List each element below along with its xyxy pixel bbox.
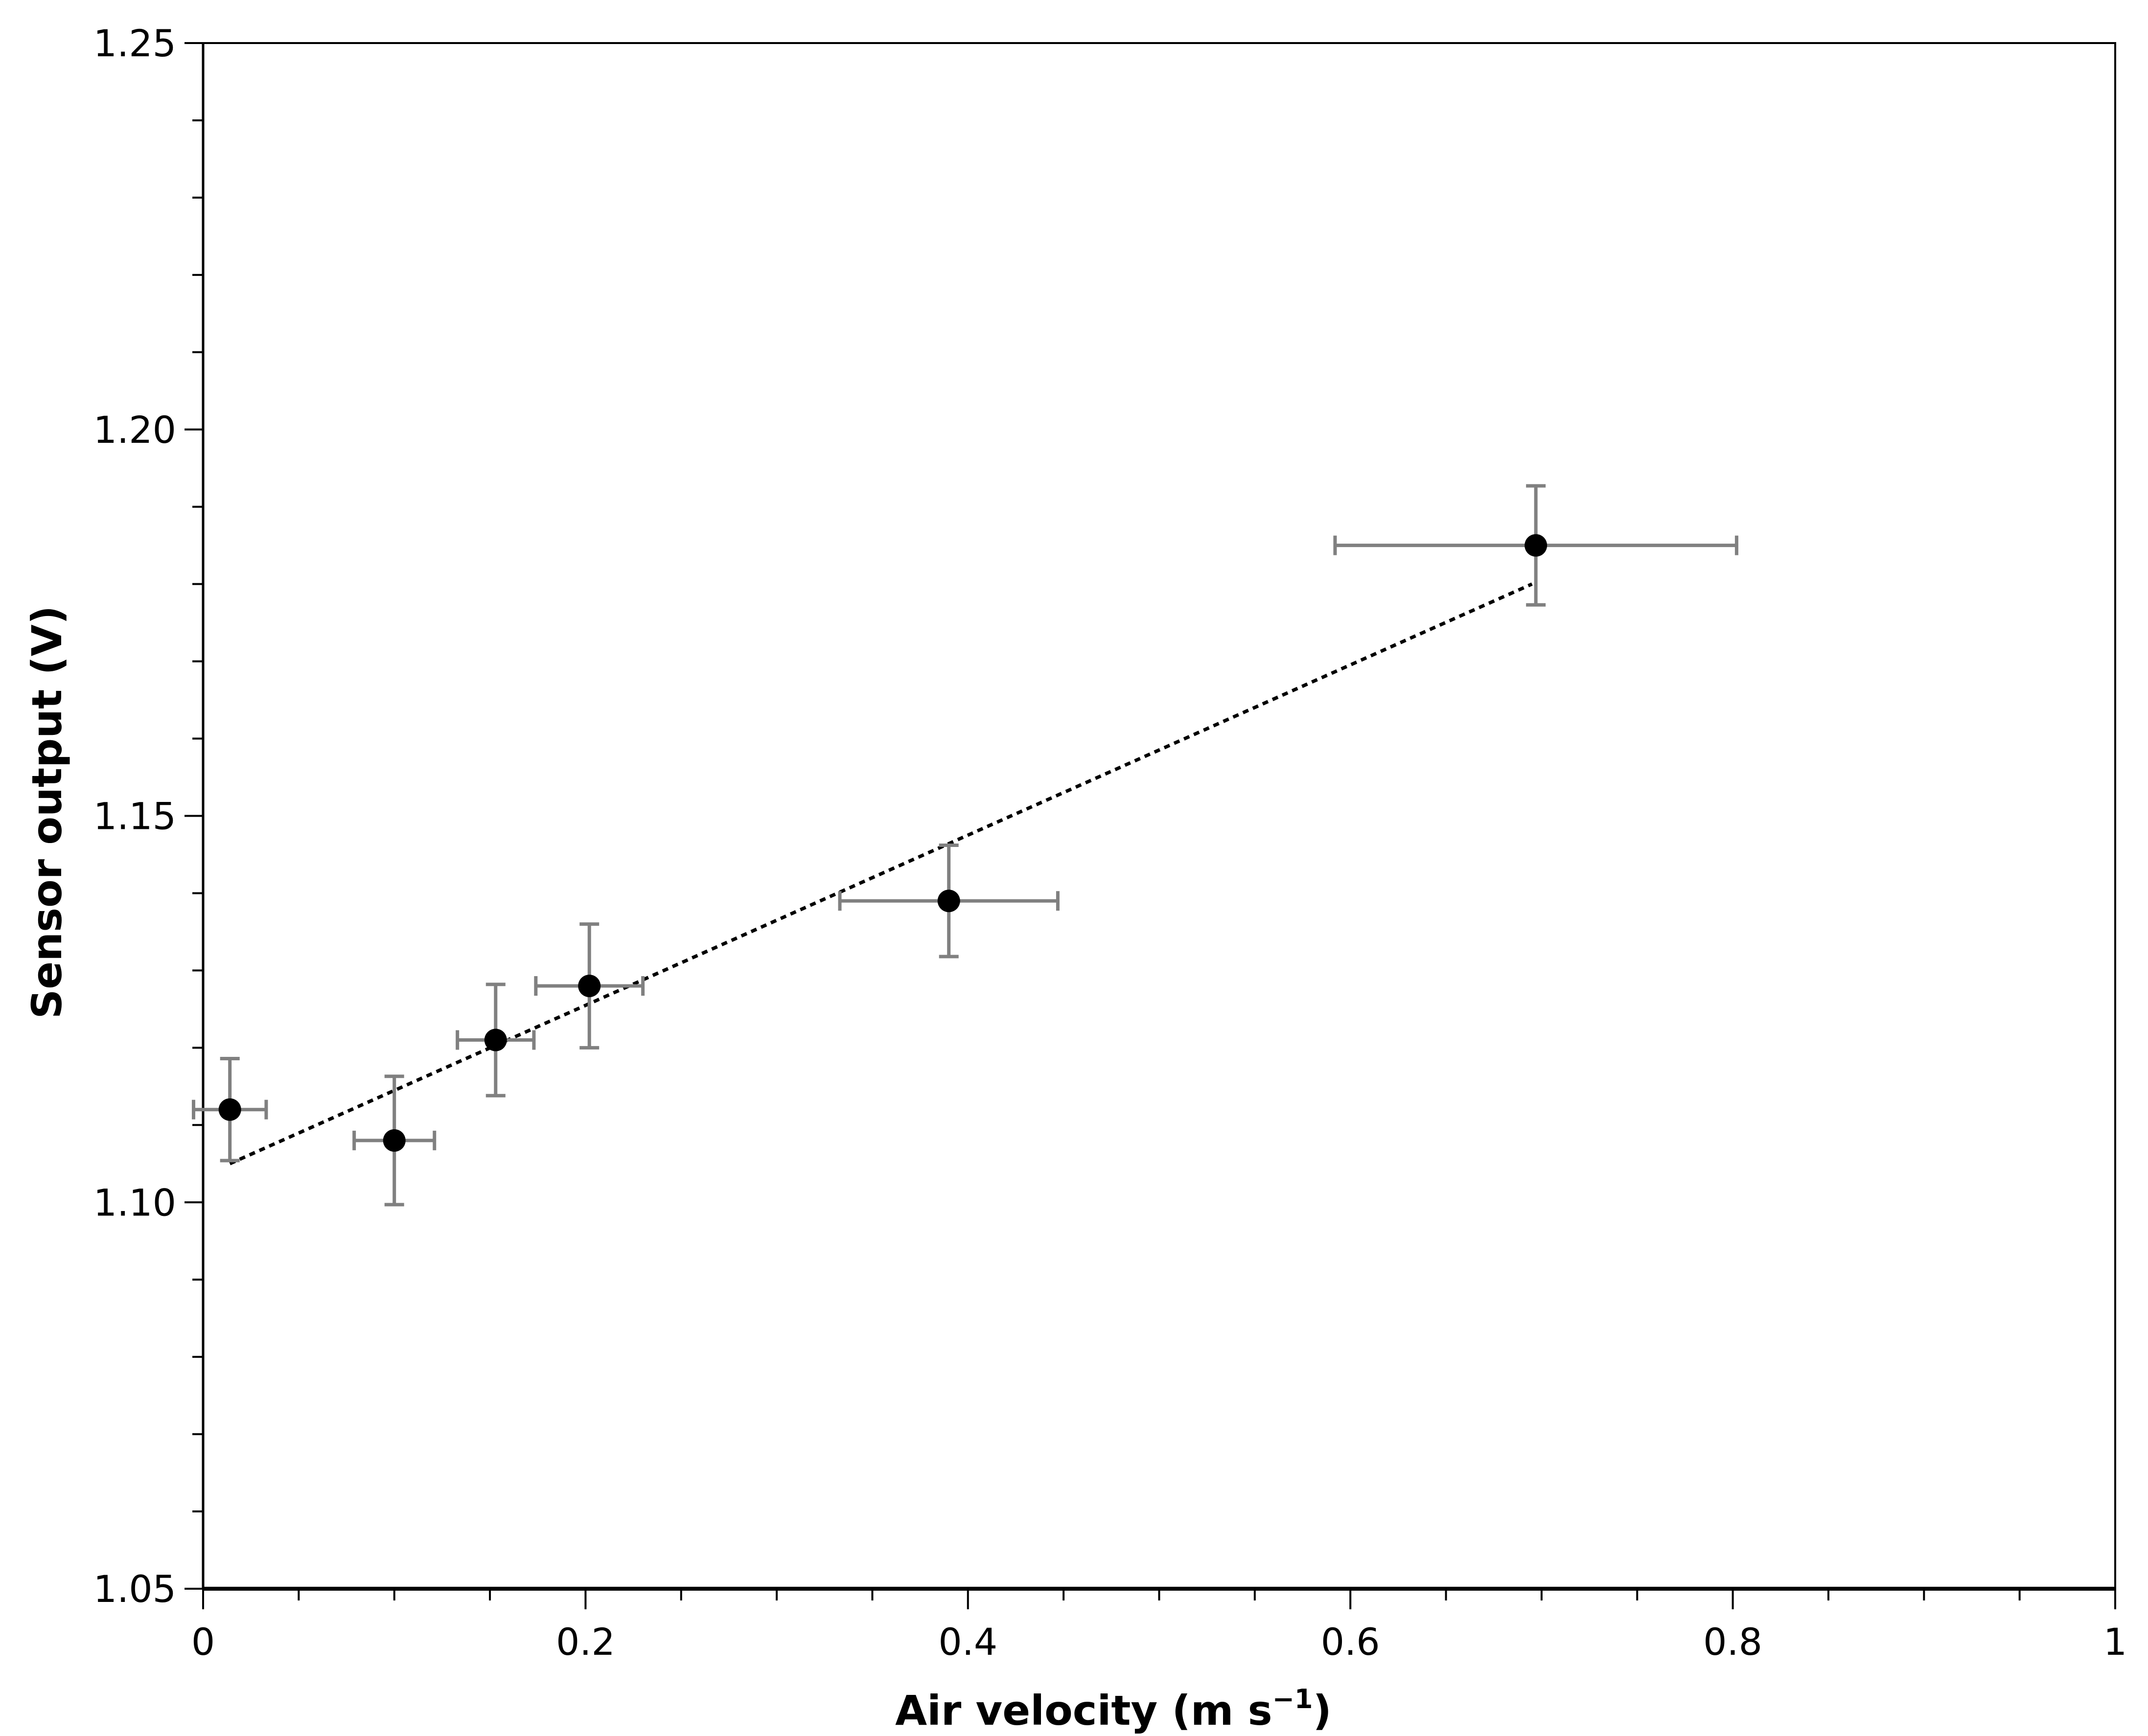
data-point-marker [1524, 534, 1547, 557]
data-point-marker [383, 1129, 406, 1152]
x-axis-tick-labels: 0 0.2 0.4 0.6 0.8 1 [191, 1620, 2127, 1664]
y-axis-tick-labels: 1.05 1.10 1.15 1.20 1.25 [93, 22, 176, 1611]
x-axis-ticks [202, 1589, 2116, 1609]
y-axis-ticks [185, 42, 203, 1590]
y-axis-title: Sensor output (V) [23, 606, 71, 1019]
y-tick-label: 1.15 [93, 795, 176, 838]
x-tick-label: 0.2 [556, 1620, 615, 1664]
x-tick-label: 0.8 [1703, 1620, 1762, 1664]
data-point-marker [578, 974, 601, 997]
y-tick-label: 1.05 [93, 1567, 176, 1611]
data-point-marker [937, 890, 960, 913]
x-tick-label: 0 [191, 1620, 215, 1664]
y-tick-label: 1.20 [93, 408, 176, 452]
fit-line-segment [229, 582, 1533, 1165]
x-tick-label: 0.6 [1321, 1620, 1380, 1664]
y-tick-label: 1.10 [93, 1181, 176, 1224]
data-point-markers [218, 534, 1547, 1152]
x-tick-label: 0.4 [938, 1620, 997, 1664]
linear-fit-line [229, 582, 1533, 1165]
data-point-marker [484, 1028, 507, 1051]
x-axis-title: Air velocity (m s−1) [895, 1684, 1332, 1735]
data-point-marker [218, 1098, 241, 1121]
y-tick-label: 1.25 [93, 22, 176, 65]
x-tick-label: 1 [2103, 1620, 2127, 1664]
